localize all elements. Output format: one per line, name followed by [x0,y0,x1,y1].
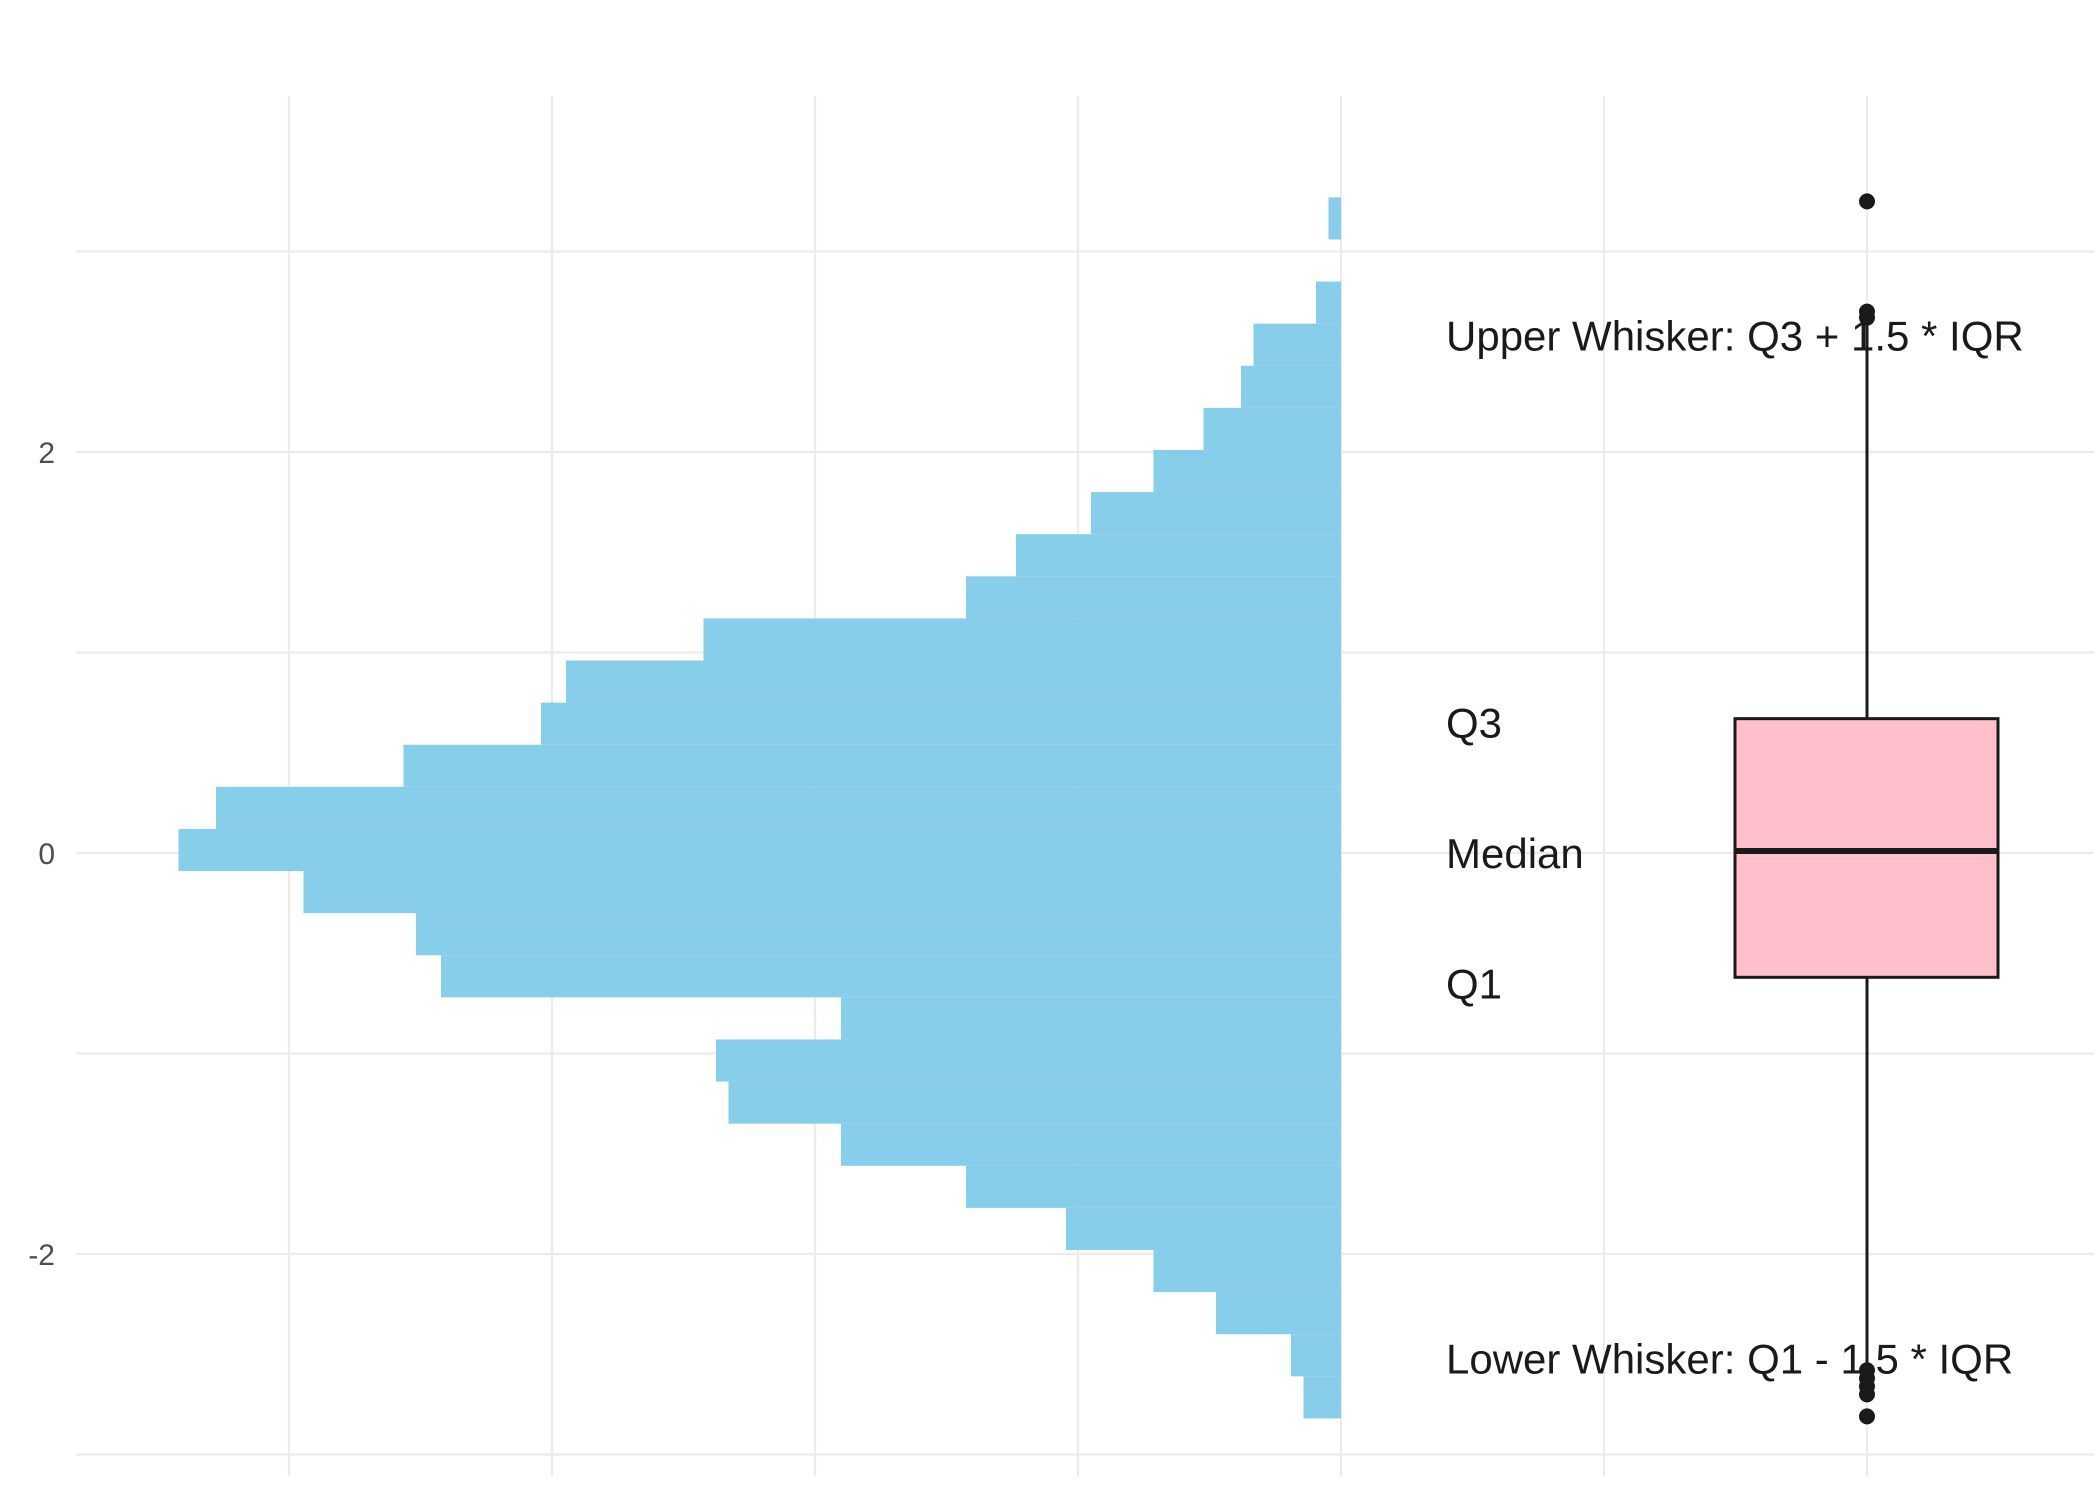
annotation-label: Q1 [1446,960,1502,1007]
histogram-bar [1241,365,1341,408]
histogram-bar [441,955,1341,998]
y-axis-ticks: 2 0 -2 [28,437,55,1272]
histogram-bar [1253,323,1341,366]
histogram-bar [566,660,1341,703]
histogram-bar [966,1165,1341,1208]
annotation-label: Upper Whisker: Q3 + 1.5 * IQR [1446,313,2024,360]
outlier-point [1859,1386,1875,1403]
outlier-point [1859,193,1875,210]
annotation-label: Median [1446,830,1584,877]
histogram-bar [1203,407,1341,450]
y-tick-label: -2 [28,1239,55,1272]
histogram-bar [1303,1376,1341,1419]
histogram-bar [841,1123,1341,1166]
histogram-bar [541,702,1341,745]
histogram [178,197,1341,1419]
histogram-bar [216,786,1341,829]
histogram-bar [1216,1292,1341,1335]
y-tick-label: 2 [38,437,55,470]
histogram-bar [728,1081,1341,1124]
histogram-bar [1316,281,1341,324]
boxplot [1733,193,2000,1425]
histogram-bar [1066,1207,1341,1250]
histogram-bar [841,997,1341,1040]
outlier-point [1859,309,1875,326]
histogram-bar [303,871,1341,914]
outlier-point [1859,1408,1875,1425]
histogram-bar [1091,492,1341,535]
histogram-bar [703,618,1341,661]
histogram-bar [403,744,1341,787]
histogram-bar [1291,1334,1341,1377]
histogram-bar [716,1039,1341,1082]
histogram-bar [1016,534,1341,577]
histogram-bar [1328,197,1341,240]
iqr-box [1733,717,2000,979]
histogram-bar [178,828,1341,872]
y-tick-label: 0 [38,838,55,871]
annotations: Upper Whisker: Q3 + 1.5 * IQR Q3 Median Q1 L… [1446,313,2024,1383]
histogram-bar [1153,449,1341,493]
histogram-bar [1153,1249,1341,1293]
histogram-bar [416,913,1341,956]
annotation-label: Q3 [1446,700,1502,747]
histogram-bar [966,576,1341,619]
annotation-label: Lower Whisker: Q1 - 1.5 * IQR [1446,1335,2013,1382]
